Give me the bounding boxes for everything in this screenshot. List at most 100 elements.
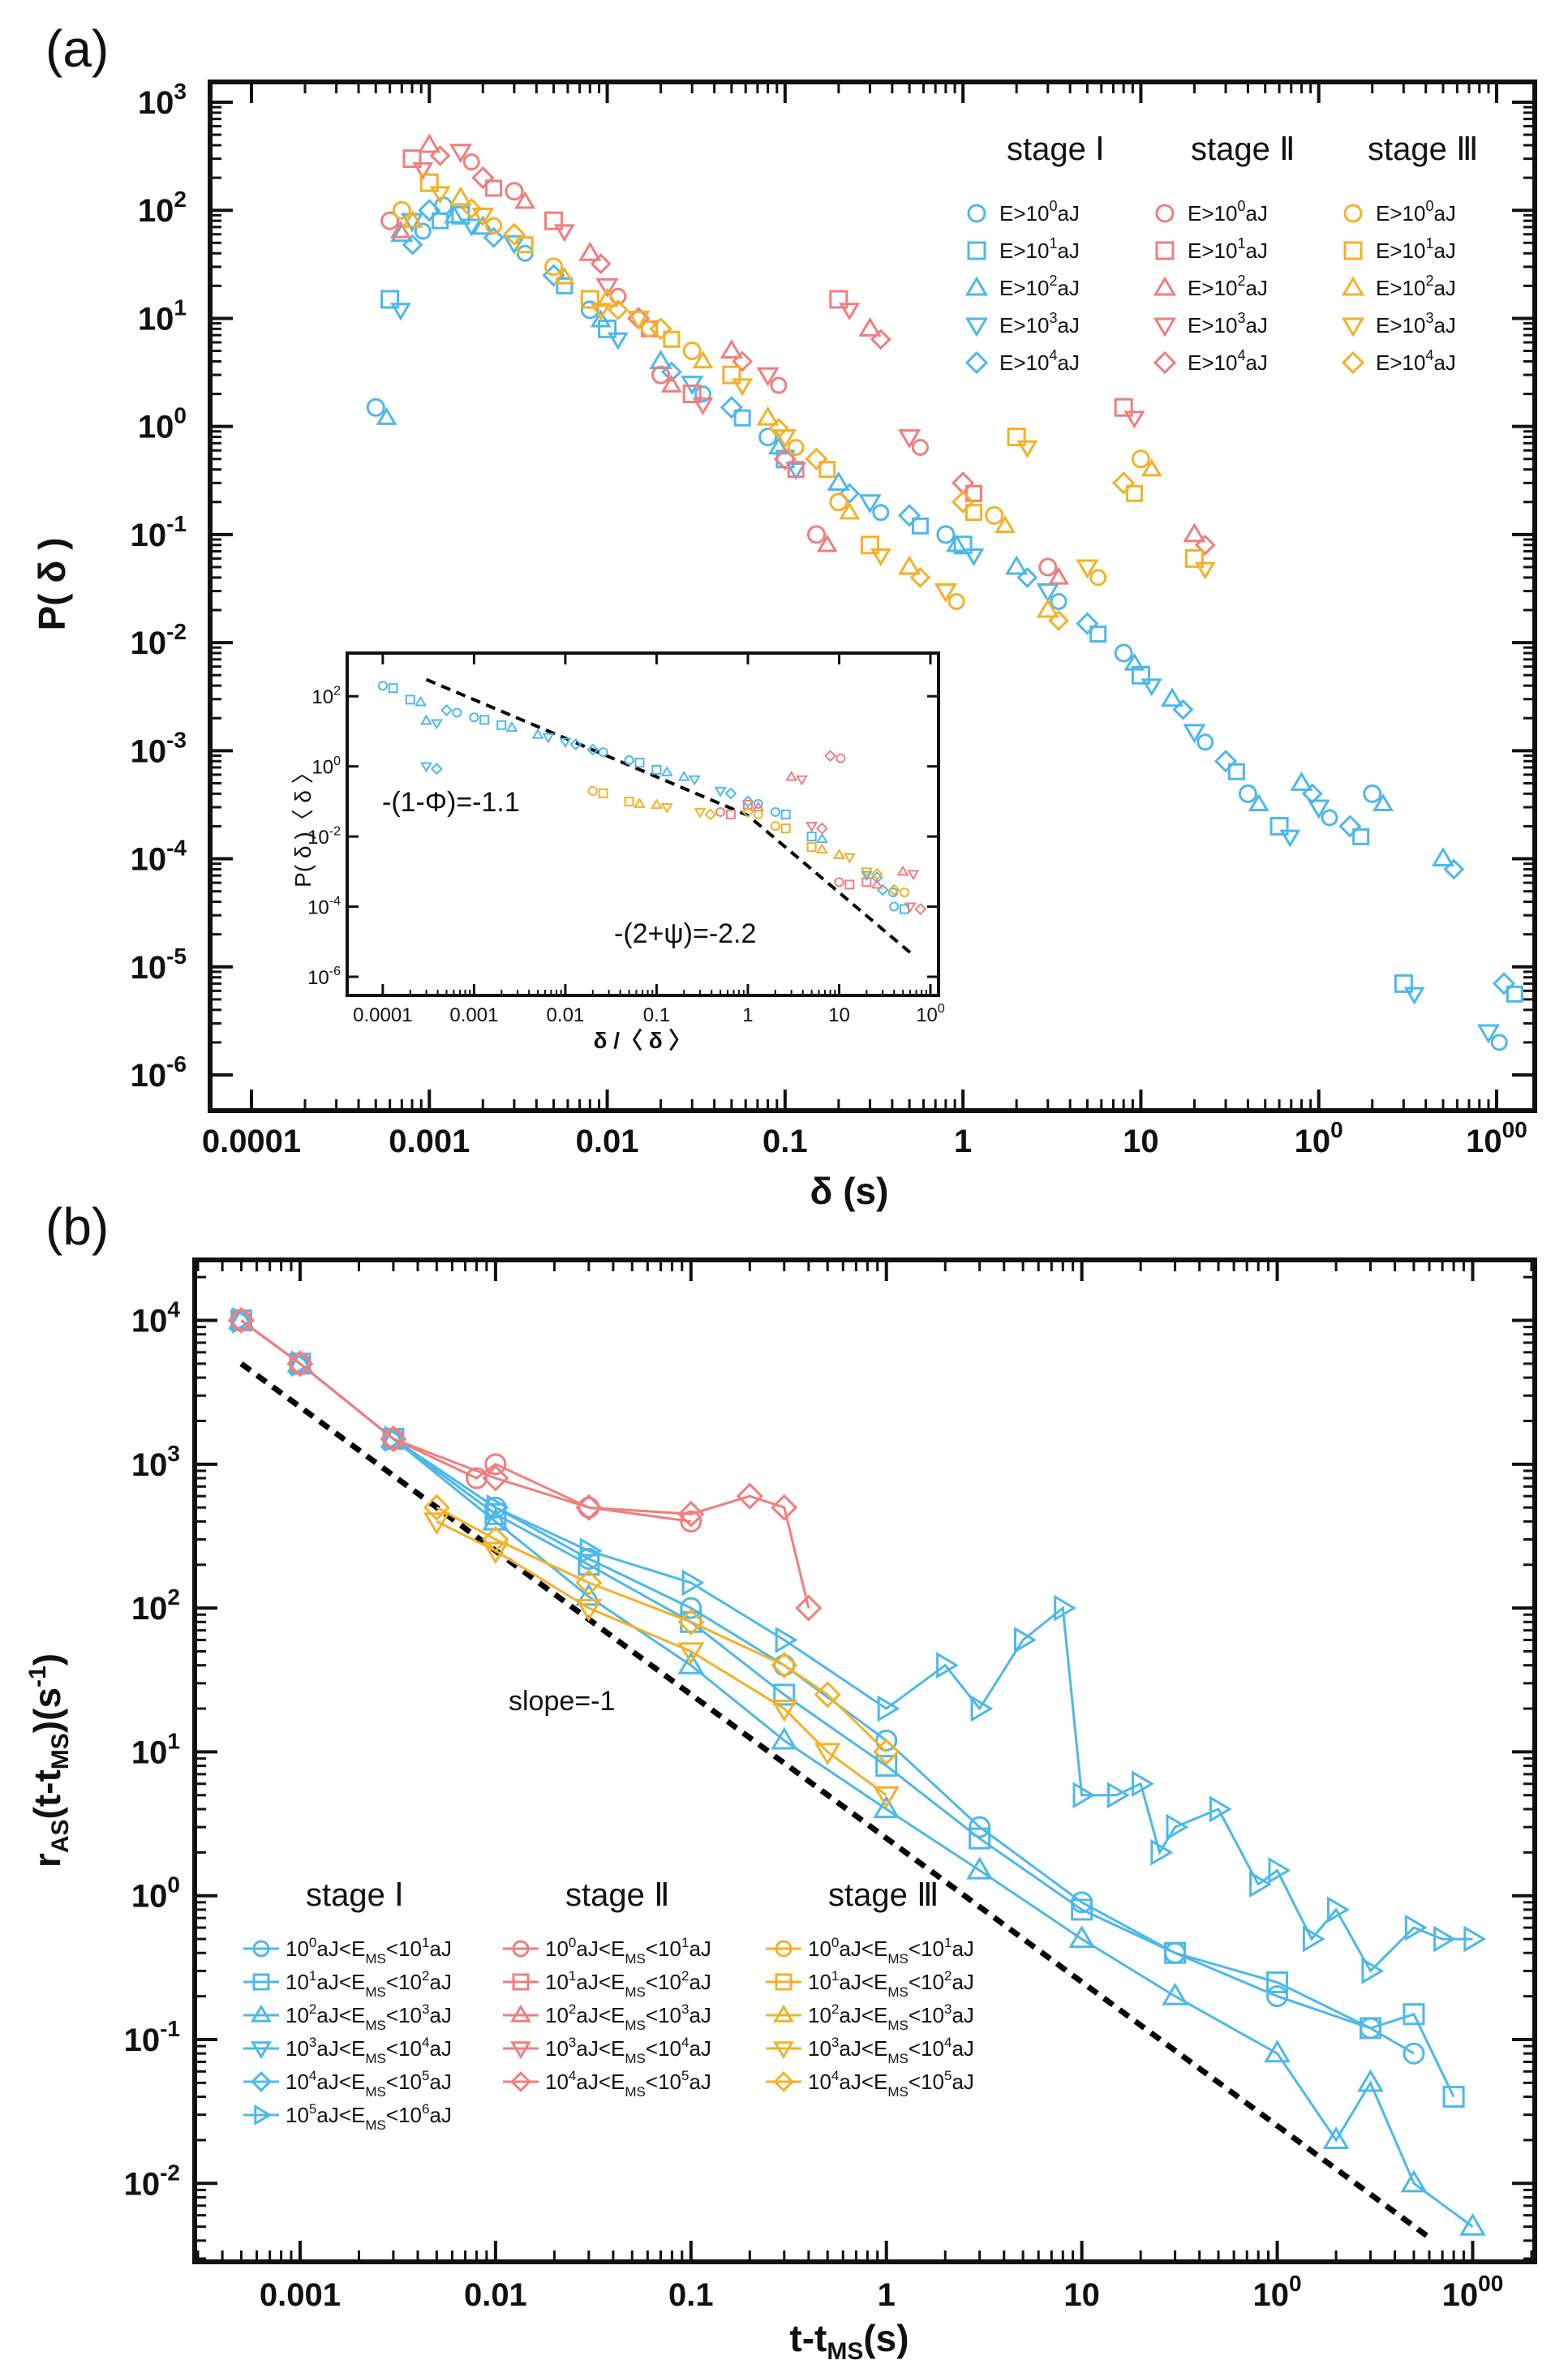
inset-point-stage3 — [887, 883, 900, 896]
b-point-stage1 — [1357, 2069, 1384, 2092]
inset-annotation-low: -(1-Φ)=-1.1 — [382, 787, 520, 818]
inset-point-stage2 — [896, 865, 909, 876]
b-xtick-label: 10 — [1063, 2277, 1100, 2313]
b-point-stage1 — [1162, 1982, 1189, 2005]
a-point-stage2 — [806, 525, 826, 544]
inset-xlabel: δ /〈 δ 〉 — [593, 1028, 691, 1053]
a-point-stage1 — [1490, 1034, 1508, 1051]
a-point-stage1 — [1123, 652, 1145, 671]
inset-point-stage2 — [870, 878, 883, 889]
b-xtick-label: 0.01 — [464, 2277, 527, 2313]
panel-a: (a) 0.0001 0.001 0.01 0.1 1 10 100 1000 10-6 10-5… — [31, 19, 1537, 1212]
b-point-stage1 — [969, 1816, 991, 1838]
a-point-stage3 — [818, 461, 836, 479]
legend-b-head-stage2: stage Ⅱ — [565, 1877, 670, 1913]
a-point-stage1 — [1443, 858, 1465, 880]
a-point-stage3 — [429, 186, 451, 204]
panel-b-ticks: 0.001 0.01 0.1 1 10 100 1000 10-2 10-1 100 101 102 1… — [124, 1260, 1535, 2313]
inset-point-stage1 — [430, 763, 443, 776]
b-point-stage1 — [1360, 2017, 1382, 2040]
a-point-stage3 — [964, 504, 982, 522]
b-point-stage1 — [969, 1827, 991, 1850]
a-point-stage1 — [827, 471, 850, 491]
a-point-stage1 — [580, 300, 599, 320]
a-point-stage1 — [1321, 809, 1338, 827]
panel-b-xlabel: t-tMS(s) — [789, 2317, 909, 2360]
legend-a-label: E>103aJ — [999, 310, 1080, 337]
a-point-stage1 — [1248, 793, 1269, 811]
b-series-line — [240, 1319, 1474, 2228]
a-point-stage1 — [1016, 566, 1038, 588]
b-point-stage1 — [970, 1695, 994, 1722]
inset-point-stage2 — [834, 877, 844, 888]
b-point-stage3 — [814, 1743, 841, 1766]
b-point-stage1 — [1400, 2169, 1428, 2193]
a-point-stage1 — [649, 350, 672, 369]
legend-b-label: 101aJ<EMS<102aJ — [286, 1968, 452, 2000]
legend-b-label: 103aJ<EMS<104aJ — [286, 2035, 452, 2066]
b-point-stage1 — [1266, 1971, 1289, 1993]
inset-point-stage1 — [714, 786, 727, 797]
panel-a-inset: 0.0001 0.001 0.01 0.1 1 10 100 10-6 10-4 10-2 100 1… — [290, 651, 945, 1053]
a-point-stage3 — [1007, 428, 1026, 447]
inset-point-stage2 — [795, 775, 808, 786]
a-point-stage2 — [770, 376, 788, 394]
inset-point-stage1 — [559, 737, 572, 749]
b-point-stage1 — [680, 1610, 702, 1633]
legend-b-label: 103aJ<EMS<104aJ — [545, 2035, 711, 2066]
a-point-stage2 — [1038, 557, 1058, 577]
a-point-stage1 — [858, 494, 882, 514]
b-point-stage1 — [936, 1652, 959, 1679]
inset-point-stage3 — [633, 797, 646, 808]
inset-point-stage1 — [569, 738, 582, 750]
legend-b-label: 104aJ<EMS<105aJ — [545, 2068, 711, 2100]
b-point-stage2 — [578, 1496, 600, 1519]
inset-point-stage1 — [415, 695, 427, 707]
a-ytick-label: 101 — [138, 294, 187, 337]
legend-a-label: E>104aJ — [1188, 347, 1268, 375]
a-point-stage3 — [787, 438, 805, 456]
b-slope-reference-line — [239, 1361, 1432, 2240]
b-point-stage1 — [1459, 2212, 1486, 2236]
a-point-stage3 — [649, 317, 672, 341]
a-point-stage1 — [1183, 724, 1206, 744]
legend-b-marker — [512, 1973, 530, 1991]
legend-a-label: E>102aJ — [1376, 273, 1456, 300]
inset-point-stage1 — [624, 755, 634, 766]
inset-point-stage1 — [660, 766, 673, 776]
a-point-stage1 — [1394, 974, 1413, 993]
a-point-stage3 — [461, 198, 483, 219]
a-point-stage3 — [1048, 609, 1070, 631]
inset-point-stage1 — [388, 683, 398, 694]
legend-b-marker — [775, 1940, 793, 1958]
a-point-stage1 — [898, 504, 921, 527]
legend-a-marker — [967, 204, 986, 223]
a-point-stage2 — [1183, 522, 1206, 543]
b-point-stage1 — [1302, 1925, 1325, 1953]
a-point-stage3 — [1112, 471, 1136, 495]
legend-a-label: E>103aJ — [1376, 310, 1456, 337]
a-point-stage1 — [1476, 1024, 1501, 1044]
a-point-stage3 — [682, 342, 702, 361]
b-point-stage1 — [1054, 1594, 1077, 1622]
a-point-stage2 — [829, 290, 848, 309]
a-point-stage3 — [1141, 458, 1162, 477]
inset-point-stage1 — [860, 870, 873, 882]
a-xtick-label: 0.001 — [389, 1124, 470, 1159]
a-point-stage3 — [1125, 484, 1143, 502]
a-point-stage2 — [660, 374, 682, 393]
a-point-stage2 — [870, 329, 891, 350]
legend-a-label: E>104aJ — [1376, 347, 1456, 375]
legend-b-head-stage3: stage Ⅲ — [828, 1877, 939, 1913]
a-point-stage1 — [1290, 771, 1313, 791]
b-point-stage3 — [423, 1494, 450, 1521]
a-point-stage1 — [1307, 799, 1330, 819]
a-point-stage2 — [732, 350, 754, 372]
inset-point-stage3 — [650, 798, 663, 810]
inset-xtick-label: 1 — [742, 1004, 753, 1026]
a-point-stage2 — [471, 166, 495, 190]
a-point-stage1 — [1269, 816, 1289, 836]
a-point-stage3 — [692, 350, 714, 369]
inset-point-stage2 — [836, 753, 846, 763]
